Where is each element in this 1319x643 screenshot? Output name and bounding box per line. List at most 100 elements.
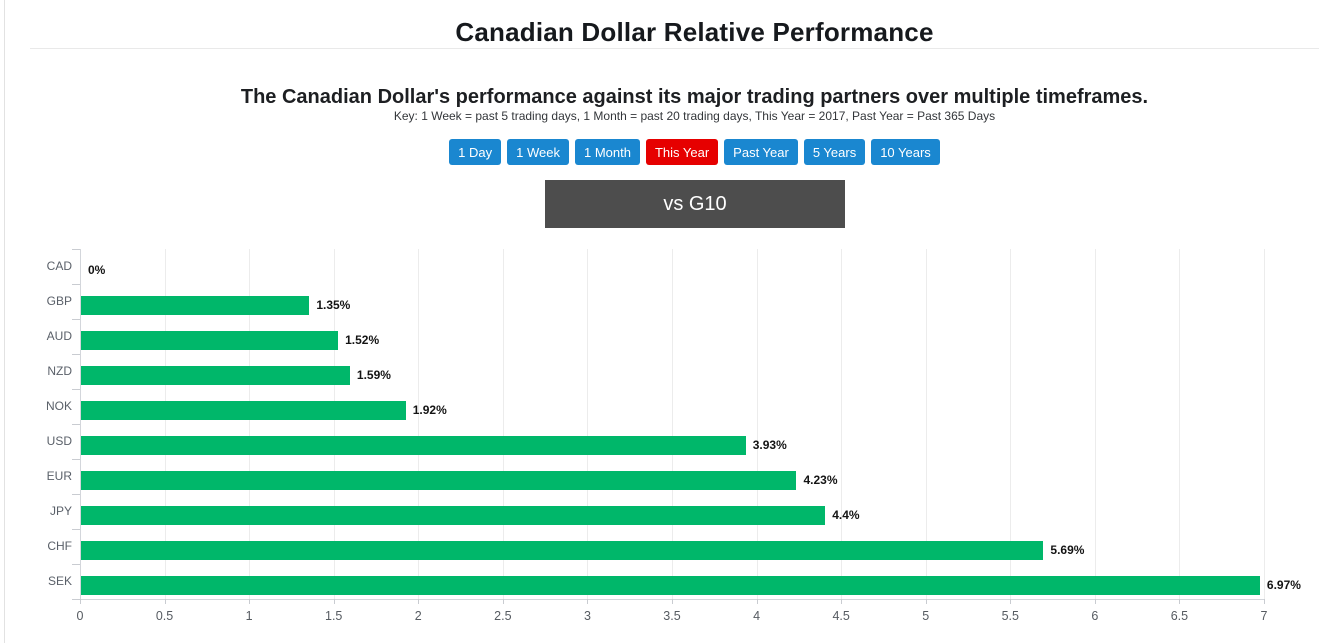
group-header: vs G10 bbox=[545, 180, 845, 228]
x-axis-tick bbox=[925, 599, 927, 604]
x-axis-tick-label: 3 bbox=[583, 609, 591, 623]
bar-eur bbox=[81, 471, 797, 490]
y-axis-tick bbox=[72, 494, 80, 495]
category-label-cad: CAD bbox=[46, 259, 72, 273]
bar-jpy bbox=[81, 506, 826, 525]
x-axis-tick bbox=[1010, 599, 1012, 604]
gridline bbox=[756, 249, 758, 599]
x-axis-tick bbox=[80, 599, 81, 604]
y-axis-tick bbox=[72, 319, 80, 320]
category-label-eur: EUR bbox=[46, 469, 72, 483]
bar-value-label-usd: 3.93% bbox=[752, 438, 787, 452]
x-axis-tick-label: 6 bbox=[1091, 609, 1099, 623]
x-axis-tick bbox=[672, 599, 673, 604]
gridline bbox=[1179, 249, 1181, 599]
gridline bbox=[1264, 249, 1265, 599]
x-axis-tick bbox=[418, 599, 420, 604]
y-axis-tick bbox=[72, 529, 80, 530]
bar-gbp bbox=[81, 296, 310, 315]
bar-value-label-nok: 1.92% bbox=[412, 403, 447, 417]
y-axis-tick bbox=[72, 354, 80, 355]
category-label-aud: AUD bbox=[46, 329, 72, 343]
plot-area: 0% 1.35% 1.52% 1.59% 1.92% 3.93% 4.23% 4.4% 5.69… bbox=[80, 249, 1301, 600]
category-label-sek: SEK bbox=[47, 574, 72, 588]
category-label-usd: USD bbox=[46, 434, 72, 448]
category-label-nok: NOK bbox=[45, 399, 72, 413]
bar-value-label-jpy: 4.4% bbox=[832, 508, 860, 522]
y-axis-tick bbox=[72, 249, 80, 250]
bar-value-label-sek: 6.97% bbox=[1266, 578, 1301, 592]
group-header-label: vs G10 bbox=[663, 192, 727, 215]
bar-usd bbox=[81, 436, 746, 455]
timeframe-button-row: 1 Day 1 Week 1 Month This Year Past Year 5 Ye… bbox=[70, 139, 1319, 165]
timeframe-button-1-day[interactable]: 1 Day bbox=[449, 139, 502, 165]
bar-aud bbox=[81, 331, 339, 350]
x-axis-tick-label: 1 bbox=[245, 609, 253, 623]
bar-sek bbox=[81, 576, 1260, 595]
x-axis-tick bbox=[164, 599, 166, 604]
x-axis-tick bbox=[333, 599, 335, 604]
x-axis-tick bbox=[249, 599, 251, 604]
x-axis-tick bbox=[1264, 599, 1265, 604]
gridline bbox=[587, 249, 589, 599]
x-axis-tick bbox=[756, 599, 758, 604]
gridline bbox=[418, 249, 420, 599]
x-axis-tick-label: 5 bbox=[922, 609, 930, 623]
gridline bbox=[1094, 249, 1096, 599]
y-axis-tick bbox=[72, 389, 80, 390]
category-label-gbp: GBP bbox=[46, 294, 72, 308]
x-axis-tick bbox=[1094, 599, 1096, 604]
bar-value-label-cad: 0% bbox=[88, 263, 106, 277]
x-axis-tick bbox=[841, 599, 843, 604]
x-axis-tick-label: 0 bbox=[76, 609, 84, 623]
gridline bbox=[672, 249, 673, 599]
title-divider bbox=[30, 48, 1319, 49]
x-axis-tick bbox=[502, 599, 504, 604]
gridline bbox=[333, 249, 335, 599]
page-subtitle: The Canadian Dollar's performance agains… bbox=[240, 85, 1149, 108]
x-axis-tick-label: 1.5 bbox=[325, 609, 343, 623]
gridline bbox=[841, 249, 843, 599]
x-axis-tick-label: 5.5 bbox=[1001, 609, 1019, 623]
bar-value-label-gbp: 1.35% bbox=[316, 298, 351, 312]
gridline bbox=[502, 249, 504, 599]
timeframe-button-1-month[interactable]: 1 Month bbox=[574, 139, 640, 165]
y-axis-tick bbox=[72, 284, 80, 285]
x-axis-tick-label: 7 bbox=[1260, 609, 1268, 623]
bar-nok bbox=[81, 401, 406, 420]
timeframe-button-past-year[interactable]: Past Year bbox=[724, 139, 798, 165]
x-axis-tick-label: 6.5 bbox=[1170, 609, 1189, 623]
x-axis-tick-label: 4.5 bbox=[832, 609, 850, 623]
page-title: Canadian Dollar Relative Performance bbox=[455, 17, 934, 48]
timeframe-button-10-years[interactable]: 10 Years bbox=[871, 139, 940, 165]
x-axis-tick bbox=[587, 599, 589, 604]
x-axis-tick-label: 0.5 bbox=[155, 609, 174, 623]
bar-nzd bbox=[81, 366, 350, 385]
timeframe-button-1-week[interactable]: 1 Week bbox=[507, 139, 569, 165]
category-label-nzd: NZD bbox=[47, 364, 72, 378]
timeframe-button-this-year[interactable]: This Year bbox=[645, 139, 719, 165]
y-axis-tick bbox=[72, 564, 80, 565]
x-axis-tick-label: 2 bbox=[414, 609, 422, 623]
gridline bbox=[164, 249, 166, 599]
x-axis-tick bbox=[1179, 599, 1181, 604]
gridline bbox=[1010, 249, 1012, 599]
bar-value-label-chf: 5.69% bbox=[1050, 543, 1085, 557]
y-axis-tick bbox=[72, 459, 80, 460]
category-label-chf: CHF bbox=[47, 539, 72, 553]
bar-chart: 0% 1.35% 1.52% 1.59% 1.92% 3.93% 4.23% 4.4% 5.69… bbox=[0, 245, 1319, 643]
gridline bbox=[249, 249, 251, 599]
timeframe-button-5-years[interactable]: 5 Years bbox=[803, 139, 866, 165]
key-note: Key: 1 Week = past 5 trading days, 1 Mon… bbox=[393, 109, 996, 123]
bar-value-label-nzd: 1.59% bbox=[356, 368, 391, 382]
page-left-border bbox=[4, 0, 5, 643]
category-label-jpy: JPY bbox=[49, 504, 72, 518]
x-axis-tick-label: 4 bbox=[753, 609, 761, 623]
x-axis-tick-label: 2.5 bbox=[494, 609, 512, 623]
bar-chf bbox=[81, 541, 1044, 560]
bar-value-label-eur: 4.23% bbox=[803, 473, 838, 487]
gridline bbox=[925, 249, 927, 599]
y-axis-tick bbox=[72, 599, 80, 600]
y-axis-tick bbox=[72, 424, 80, 425]
y-axis-line bbox=[80, 249, 81, 599]
